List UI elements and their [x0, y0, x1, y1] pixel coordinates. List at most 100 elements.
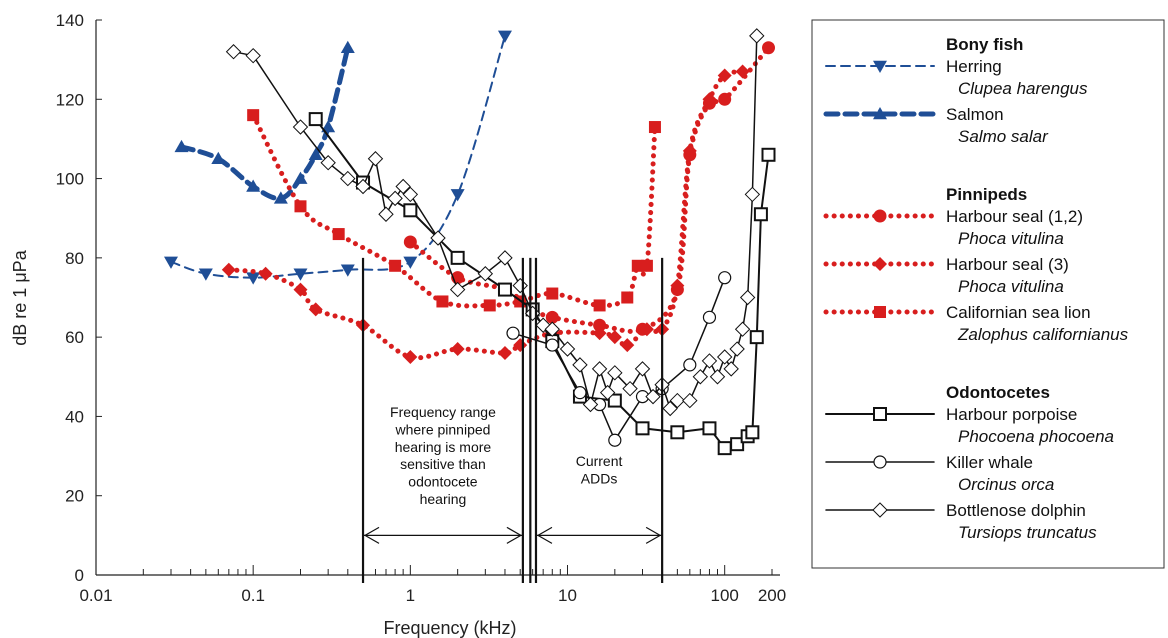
data-point-harbour_seal_12: [403, 235, 417, 249]
data-point-dolphin: [692, 369, 709, 385]
data-point-porpoise: [717, 441, 732, 456]
adds-label: Current: [576, 453, 623, 469]
data-point-harbour_seal_3: [592, 326, 607, 341]
pinniped-range-label: hearing is more: [395, 439, 492, 455]
data-point-dolphin: [709, 369, 726, 385]
data-point-killer_whale: [545, 338, 559, 352]
data-point-dolphin: [430, 230, 446, 246]
data-point-porpoise: [635, 421, 650, 436]
adds-arrow-head-left: [536, 526, 553, 544]
x-tick-label: 10: [558, 586, 577, 605]
data-point-dolphin: [320, 155, 336, 171]
data-point-dolphin: [729, 341, 745, 357]
legend-marker-dolphin: [872, 502, 888, 518]
data-point-sea_lion: [631, 259, 644, 272]
legend-group-title: Pinnipeds: [946, 185, 1027, 204]
data-point-sea_lion: [640, 259, 653, 272]
data-point-herring: [198, 268, 213, 281]
data-point-dolphin: [582, 396, 599, 413]
data-point-dolphin: [497, 250, 513, 266]
data-point-dolphin: [395, 178, 411, 195]
series-line-salmon: [179, 45, 351, 202]
data-point-harbour_seal_12: [593, 318, 607, 332]
data-point-dolphin: [744, 186, 761, 203]
series-line-porpoise: [314, 118, 770, 450]
data-point-salmon: [211, 151, 226, 164]
data-point-salmon: [321, 120, 336, 133]
y-tick-label: 40: [65, 407, 84, 426]
legend-name-dolphin: Bottlenose dolphin: [946, 501, 1086, 520]
data-point-dolphin: [225, 44, 242, 60]
data-point-herring: [497, 30, 512, 43]
data-point-porpoise: [607, 393, 622, 408]
data-point-harbour_seal_3: [717, 68, 732, 83]
data-point-killer_whale: [683, 358, 697, 372]
data-point-harbour_seal_3: [670, 278, 685, 293]
legend-marker-porpoise: [873, 407, 887, 421]
data-point-harbour_seal_3: [308, 302, 323, 317]
data-point-dolphin: [716, 349, 733, 365]
x-tick-label: 0.1: [241, 586, 265, 605]
data-point-salmon: [308, 147, 323, 161]
y-tick-label: 120: [56, 90, 84, 109]
data-point-dolphin: [622, 380, 638, 397]
x-tick-label: 100: [710, 586, 738, 605]
y-tick-label: 20: [65, 487, 84, 506]
y-tick-label: 100: [56, 170, 84, 189]
data-point-porpoise: [745, 425, 760, 440]
data-point-porpoise: [308, 112, 323, 127]
data-point-dolphin: [701, 353, 718, 369]
plot-area: [163, 28, 776, 456]
legend-latin-harbour_seal_3: Phoca vitulina: [958, 277, 1064, 296]
data-point-sea_lion: [247, 109, 260, 122]
data-point-dolphin: [245, 47, 261, 64]
data-point-herring: [246, 272, 261, 285]
data-point-dolphin: [378, 206, 394, 222]
data-point-herring: [163, 256, 178, 269]
data-point-sea_lion: [621, 291, 634, 304]
data-point-porpoise: [702, 421, 717, 436]
legend-marker-salmon: [873, 107, 887, 120]
pinniped-range-label: where pinniped: [394, 421, 490, 437]
data-point-dolphin: [572, 357, 588, 373]
data-point-porpoise: [753, 207, 768, 222]
data-point-harbour_seal_3: [682, 143, 697, 158]
data-point-dolphin: [292, 119, 309, 135]
data-point-sea_lion: [593, 299, 606, 312]
pinniped-range-arrow-head-left: [363, 526, 380, 544]
legend-box: [811, 19, 1165, 569]
legend-marker-sea_lion: [874, 306, 886, 318]
data-point-harbour_seal_12: [761, 41, 775, 55]
data-point-killer_whale: [718, 271, 732, 285]
x-axis-title: Frequency (kHz): [383, 618, 516, 638]
pinniped-range-label: odontocete: [408, 474, 477, 490]
legend-latin-sea_lion: Zalophus californianus: [957, 325, 1129, 344]
legend-latin-dolphin: Tursiops truncatus: [958, 523, 1097, 542]
axes: 0 20 40 60 80 100 120 140 0.01 0.1 1 10 100 200: [56, 11, 787, 605]
data-point-porpoise: [403, 203, 418, 218]
data-point-porpoise: [730, 437, 745, 452]
data-point-porpoise: [497, 282, 512, 297]
data-point-dolphin: [749, 28, 765, 44]
y-tick-label: 60: [65, 328, 84, 347]
data-point-harbour_seal_3: [293, 282, 308, 297]
data-point-killer_whale: [702, 310, 717, 324]
legend-group-title: Bony fish: [946, 35, 1023, 54]
data-point-dolphin: [512, 277, 528, 294]
data-point-killer_whale: [608, 433, 622, 447]
legend-latin-porpoise: Phocoena phocoena: [958, 427, 1114, 446]
data-point-porpoise: [450, 250, 465, 265]
data-point-herring: [340, 264, 355, 277]
data-point-herring: [403, 256, 418, 269]
data-point-sea_lion: [332, 228, 345, 241]
legend-latin-harbour_seal_12: Phoca vitulina: [958, 229, 1064, 248]
x-tick-label: 1: [406, 586, 415, 605]
series-dolphin: [225, 28, 765, 417]
series-line-killer_whale: [512, 276, 726, 441]
data-point-sea_lion: [546, 287, 559, 300]
data-point-harbour_seal_3: [450, 342, 465, 357]
data-point-dolphin: [739, 289, 756, 306]
data-point-dolphin: [544, 321, 560, 337]
legend: Bony fish Herring Clupea harengus Salmon Sal…: [811, 19, 1165, 569]
